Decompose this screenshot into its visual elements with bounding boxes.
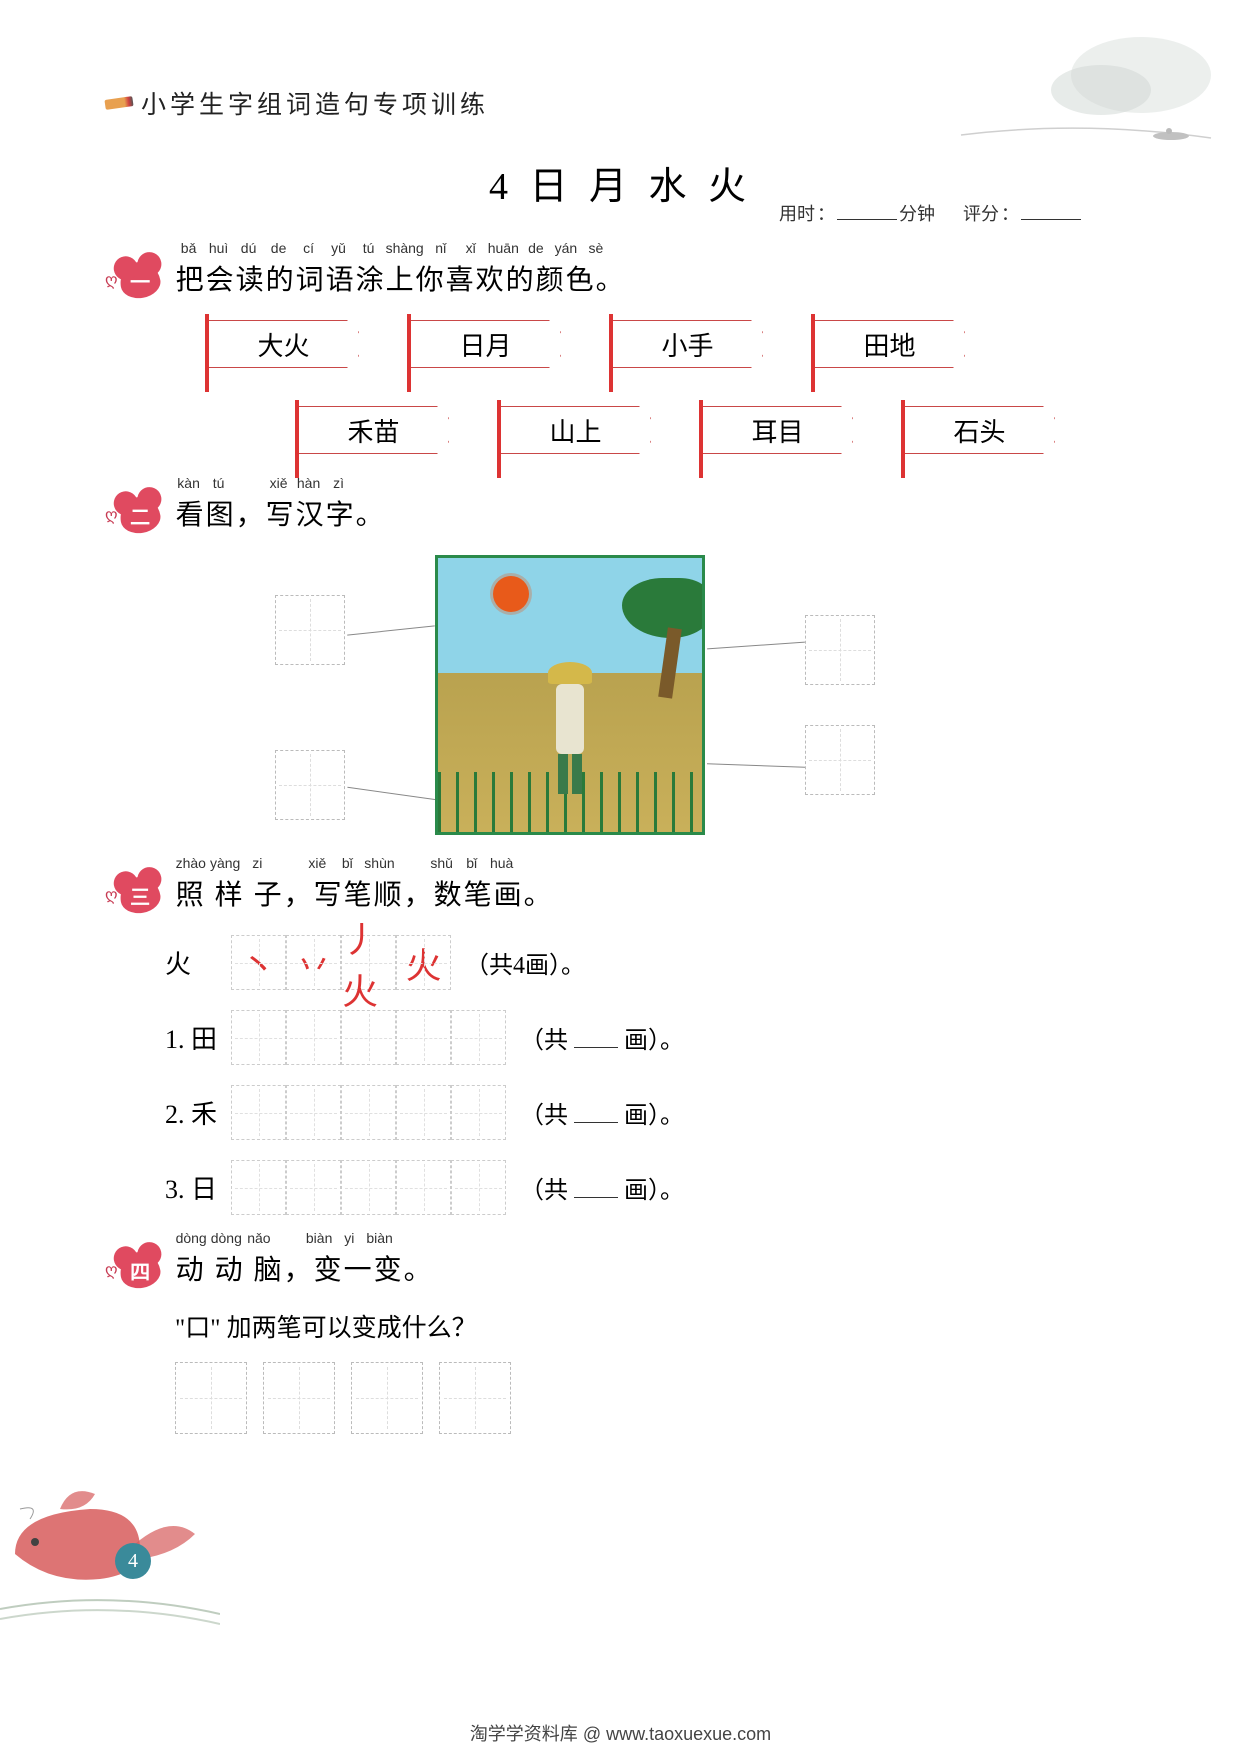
- flag-item[interactable]: 禾苗: [295, 406, 455, 464]
- flags-row-1: 大火 日月 小手 田地: [205, 320, 1151, 378]
- pencil-icon: [104, 96, 133, 110]
- answer-box[interactable]: [175, 1362, 247, 1434]
- item-count: （共 画）。: [520, 1095, 684, 1130]
- char-box-bottom[interactable]: [275, 750, 345, 820]
- flag-label: 山上: [501, 406, 651, 454]
- flag-label: 大火: [209, 320, 359, 368]
- section3-pinyin: zhàoyàngzixiěbǐshùnshǔbǐhuà: [176, 855, 554, 871]
- count-blank[interactable]: [574, 1197, 618, 1198]
- footer-text: 淘学学资料库 @ www.taoxuexue.com: [0, 1720, 1241, 1746]
- time-blank[interactable]: [837, 204, 897, 220]
- section-badge-3: ღ 三: [105, 877, 160, 913]
- picture-frame: [435, 555, 705, 835]
- answer-box[interactable]: [439, 1362, 511, 1434]
- flag-label: 耳目: [703, 406, 853, 454]
- time-label: 用时: [779, 200, 815, 226]
- flag-label: 日月: [411, 320, 561, 368]
- flag-label: 禾苗: [299, 406, 449, 454]
- sun-icon: [493, 576, 529, 612]
- section-badge-1: ღ 一: [105, 262, 160, 298]
- stroke-box-blank[interactable]: [286, 1010, 341, 1065]
- stroke-box-blank[interactable]: [396, 1085, 451, 1140]
- stroke-box-blank[interactable]: [451, 1085, 506, 1140]
- time-score-row: 用时： 分钟 评分：: [779, 200, 1081, 226]
- answer-box[interactable]: [263, 1362, 335, 1434]
- time-unit: 分钟: [899, 200, 935, 226]
- char-box-right-2[interactable]: [805, 725, 875, 795]
- section1-pinyin: bǎhuìdúdecíyǔtúshàngnǐxǐhuāndeyánsè: [176, 240, 626, 256]
- section4-title: 动 动 脑，变一变。: [176, 1248, 434, 1288]
- stroke-box-blank[interactable]: [451, 1160, 506, 1215]
- section-1: ღ 一 bǎhuìdúdecíyǔtúshàngnǐxǐhuāndeyánsè …: [105, 240, 1151, 492]
- flag-item[interactable]: 田地: [811, 320, 971, 378]
- flags-row-2: 禾苗 山上 耳目 石头: [295, 406, 1151, 464]
- answer-box[interactable]: [351, 1362, 423, 1434]
- flag-label: 小手: [613, 320, 763, 368]
- section-badge-2: ღ 二: [105, 497, 160, 533]
- example-count: （共4画）。: [465, 945, 585, 980]
- stroke-box-blank[interactable]: [231, 1160, 286, 1215]
- char-box-right-1[interactable]: [805, 615, 875, 685]
- count-blank[interactable]: [574, 1047, 618, 1048]
- section4-question: "口" 加两笔可以变成什么？: [175, 1308, 1151, 1344]
- page-header: 小学生字组词造句专项训练: [105, 85, 489, 121]
- header-ink-decoration: [941, 20, 1221, 150]
- item-char: 3. 日: [165, 1169, 225, 1206]
- stroke-example-row: 火丶丷丿火火（共4画）。: [165, 935, 1151, 990]
- section-2: ღ 二 kàntúxiěhànzì 看图，写汉字。: [105, 475, 1151, 865]
- stroke-box-blank[interactable]: [451, 1010, 506, 1065]
- section1-title: 把会读的词语涂上你喜欢的颜色。: [176, 258, 626, 298]
- stroke-item-row: 1. 田 （共 画）。: [165, 1010, 1151, 1065]
- stroke-box-blank[interactable]: [396, 1160, 451, 1215]
- flag-item[interactable]: 石头: [901, 406, 1061, 464]
- item-char: 1. 田: [165, 1019, 225, 1056]
- fish-decoration: [0, 1454, 220, 1634]
- flag-item[interactable]: 日月: [407, 320, 567, 378]
- flag-item[interactable]: 大火: [205, 320, 365, 378]
- stroke-box-blank[interactable]: [286, 1085, 341, 1140]
- flag-label: 田地: [815, 320, 965, 368]
- stroke-box-blank[interactable]: [231, 1085, 286, 1140]
- stroke-box: 火: [396, 935, 451, 990]
- stroke-box-blank[interactable]: [341, 1010, 396, 1065]
- stroke-item-row: 2. 禾 （共 画）。: [165, 1085, 1151, 1140]
- flag-item[interactable]: 小手: [609, 320, 769, 378]
- section4-pinyin: dòngdòngnǎobiànyibiàn: [176, 1230, 434, 1246]
- example-char: 火: [165, 944, 225, 981]
- section2-title: 看图，写汉字。: [176, 493, 386, 533]
- stroke-box: 丷: [286, 935, 341, 990]
- score-label: 评分: [963, 200, 999, 226]
- section-4: ღ 四 dòngdòngnǎobiànyibiàn 动 动 脑，变一变。 "口"…: [105, 1230, 1151, 1434]
- section4-answer-boxes: [175, 1362, 1151, 1434]
- item-count: （共 画）。: [520, 1170, 684, 1205]
- flag-item[interactable]: 山上: [497, 406, 657, 464]
- flag-item[interactable]: 耳目: [699, 406, 859, 464]
- section2-pinyin: kàntúxiěhànzì: [176, 475, 386, 491]
- stroke-box-blank[interactable]: [341, 1085, 396, 1140]
- tree-icon: [612, 578, 705, 698]
- header-title: 小学生字组词造句专项训练: [141, 85, 489, 121]
- stroke-box-blank[interactable]: [286, 1160, 341, 1215]
- stroke-item-row: 3. 日 （共 画）。: [165, 1160, 1151, 1215]
- item-count: （共 画）。: [520, 1020, 684, 1055]
- stroke-box-blank[interactable]: [341, 1160, 396, 1215]
- item-char: 2. 禾: [165, 1094, 225, 1131]
- flag-label: 石头: [905, 406, 1055, 454]
- farmer-icon: [540, 662, 600, 802]
- page-number: 4: [115, 1543, 151, 1579]
- section-3: ღ 三 zhàoyàngzixiěbǐshùnshǔbǐhuà 照 样 子，写笔…: [105, 855, 1151, 1235]
- stroke-box-blank[interactable]: [396, 1010, 451, 1065]
- stroke-box: 丶: [231, 935, 286, 990]
- stroke-box-blank[interactable]: [231, 1010, 286, 1065]
- score-blank[interactable]: [1021, 204, 1081, 220]
- count-blank[interactable]: [574, 1122, 618, 1123]
- stroke-box: 丿火: [341, 935, 396, 990]
- char-box-left[interactable]: [275, 595, 345, 665]
- section3-title: 照 样 子，写笔顺，数笔画。: [176, 873, 554, 913]
- section-badge-4: ღ 四: [105, 1252, 160, 1288]
